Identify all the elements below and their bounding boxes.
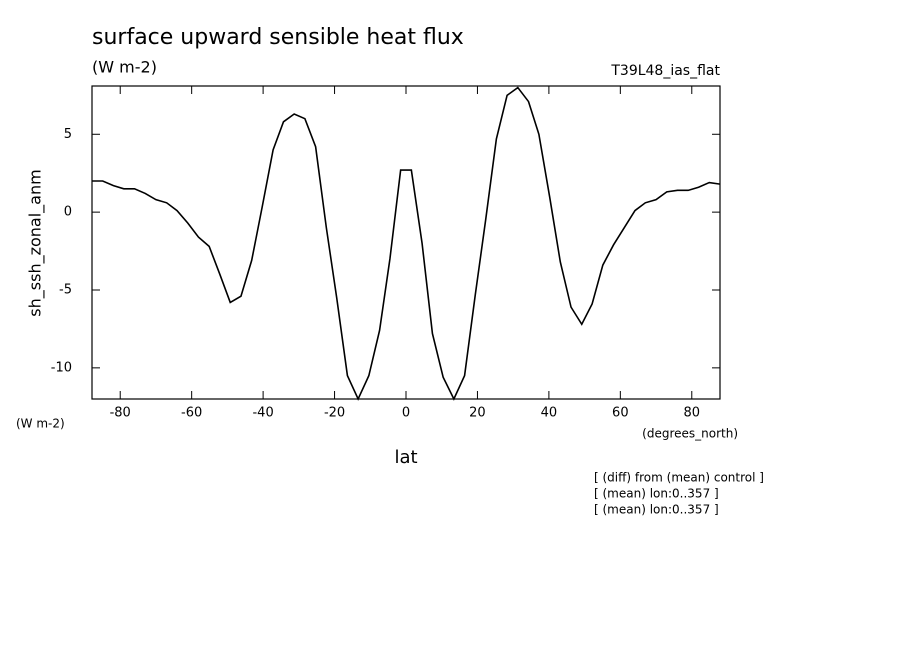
- x-tick-label: -80: [110, 406, 131, 421]
- y-tick-label: -5: [59, 282, 72, 297]
- x-tick-label: 40: [541, 406, 558, 421]
- note: [ (mean) lon:0..357 ]: [594, 503, 719, 517]
- experiment-label: T39L48_ias_flat: [610, 63, 720, 79]
- data-line: [92, 86, 721, 401]
- y-units: (W m-2): [16, 417, 65, 431]
- y-axis-label: sh_ssh_zonal_anm: [26, 169, 46, 316]
- y-tick-label: 5: [64, 127, 72, 142]
- x-tick-label: -20: [324, 406, 345, 421]
- plot-frame: [91, 85, 721, 400]
- y-tick-label: -10: [51, 360, 72, 375]
- chart-subtitle: (W m-2): [92, 58, 157, 77]
- x-tick-label: 80: [684, 406, 701, 421]
- chart-title: surface upward sensible heat flux: [92, 25, 464, 50]
- x-tick-label: -40: [252, 406, 273, 421]
- y-tick-label: 0: [64, 205, 72, 220]
- x-units: (degrees_north): [642, 427, 738, 441]
- x-tick-label: -60: [181, 406, 202, 421]
- x-tick-label: 0: [402, 406, 410, 421]
- x-tick-label: 20: [469, 406, 486, 421]
- x-tick-label: 60: [612, 406, 629, 421]
- note: [ (diff) from (mean) control ]: [594, 471, 764, 485]
- note: [ (mean) lon:0..357 ]: [594, 487, 719, 501]
- x-axis-label: lat: [394, 447, 417, 468]
